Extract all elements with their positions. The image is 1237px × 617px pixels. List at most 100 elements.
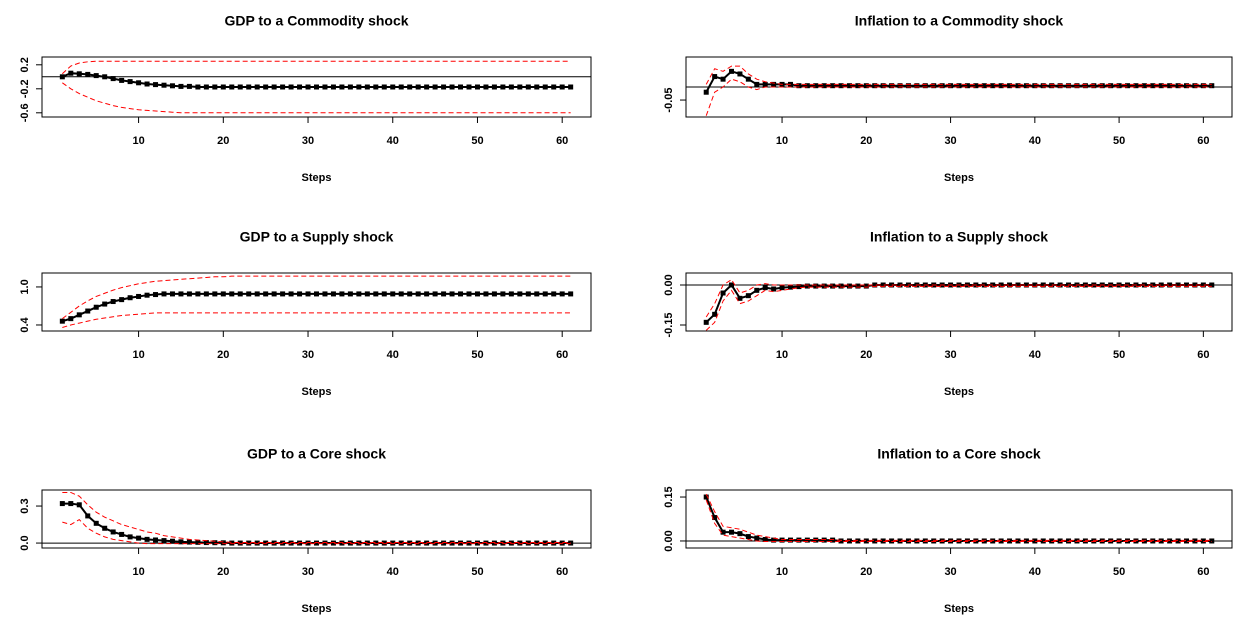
point — [990, 83, 996, 89]
point — [1032, 282, 1038, 288]
point — [407, 84, 413, 90]
y-tick-label: 0.00 — [663, 274, 675, 295]
point — [347, 84, 353, 90]
response-line — [705, 499, 1212, 543]
point — [1074, 538, 1080, 544]
point — [1023, 282, 1029, 288]
y-tick-label: -0.6 — [19, 103, 31, 122]
point — [76, 502, 82, 508]
point — [838, 538, 844, 544]
point — [1150, 538, 1156, 544]
point — [889, 538, 895, 544]
point — [305, 540, 311, 546]
response-line — [705, 65, 1212, 85]
point — [1150, 83, 1156, 89]
response-line — [62, 312, 571, 328]
point — [703, 494, 709, 500]
point — [271, 540, 277, 546]
point — [373, 291, 379, 297]
point — [466, 540, 472, 546]
point — [990, 538, 996, 544]
point — [712, 515, 718, 521]
panel-title: Inflation to a Commodity shock — [855, 13, 1064, 29]
point — [720, 529, 726, 535]
point — [551, 84, 557, 90]
point — [373, 84, 379, 90]
point — [813, 283, 819, 289]
point — [745, 76, 751, 82]
point — [787, 284, 793, 290]
point — [1007, 538, 1013, 544]
point — [517, 291, 523, 297]
point — [525, 84, 531, 90]
point — [297, 84, 303, 90]
point — [525, 540, 531, 546]
y-tick-label: 0.0 — [19, 535, 31, 550]
point — [720, 76, 726, 82]
point — [339, 540, 345, 546]
panel-title: Inflation to a Supply shock — [870, 229, 1048, 245]
point — [68, 501, 74, 507]
point — [1040, 538, 1046, 544]
x-tick-label: 30 — [944, 566, 956, 578]
response-line — [705, 278, 1212, 318]
point — [220, 540, 226, 546]
point — [508, 540, 514, 546]
point — [246, 291, 252, 297]
point — [855, 283, 861, 289]
point — [381, 84, 387, 90]
point — [838, 83, 844, 89]
point — [745, 293, 751, 299]
point — [905, 83, 911, 89]
x-tick-label: 30 — [302, 566, 314, 578]
point — [863, 538, 869, 544]
point — [339, 84, 345, 90]
point — [102, 301, 108, 307]
x-tick-label: 30 — [302, 349, 314, 361]
point — [973, 83, 979, 89]
point — [246, 540, 252, 546]
response-line — [705, 78, 1212, 116]
point — [347, 291, 353, 297]
point — [1158, 538, 1164, 544]
point — [441, 291, 447, 297]
point — [948, 538, 954, 544]
point — [534, 540, 540, 546]
point — [1200, 538, 1206, 544]
point — [931, 538, 937, 544]
point — [1150, 282, 1156, 288]
point — [144, 81, 150, 87]
point — [880, 83, 886, 89]
point — [762, 285, 768, 291]
point — [474, 540, 480, 546]
point — [813, 537, 819, 543]
x-axis-label: Steps — [944, 603, 974, 615]
point — [779, 537, 785, 543]
point — [136, 535, 142, 541]
y-tick-label: -0.15 — [663, 312, 675, 337]
point — [127, 534, 133, 540]
point — [729, 529, 734, 535]
point — [237, 291, 243, 297]
point — [880, 538, 886, 544]
point — [169, 83, 175, 89]
x-tick-label: 10 — [776, 566, 788, 578]
panel-title: Inflation to a Core shock — [877, 446, 1041, 462]
panel-title: GDP to a Commodity shock — [224, 13, 408, 29]
point — [110, 76, 116, 82]
response-line — [705, 285, 1212, 331]
point — [500, 84, 506, 90]
point — [246, 84, 252, 90]
point — [1200, 282, 1206, 288]
point — [415, 291, 421, 297]
x-axis-label: Steps — [944, 386, 974, 398]
point — [220, 291, 226, 297]
point — [466, 84, 472, 90]
x-tick-label: 10 — [132, 349, 144, 361]
point — [1082, 538, 1088, 544]
point — [458, 291, 464, 297]
point — [964, 538, 970, 544]
point — [1066, 538, 1072, 544]
point — [771, 81, 777, 87]
point — [314, 291, 319, 297]
